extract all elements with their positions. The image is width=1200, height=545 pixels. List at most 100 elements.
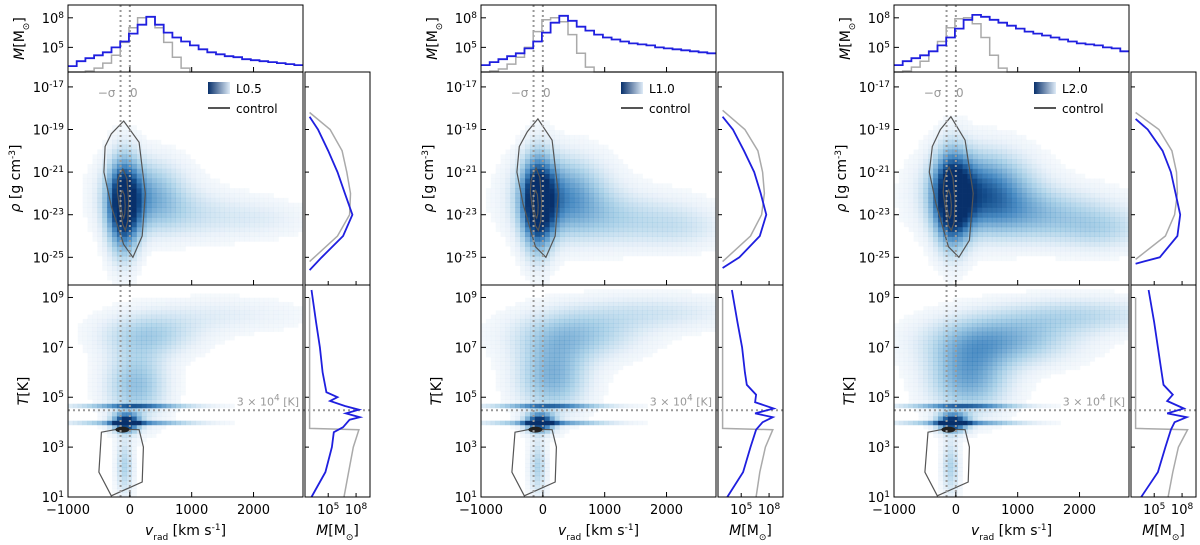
heat-cell: [209, 207, 216, 213]
heat-cell: [637, 340, 643, 345]
heat-cell: [116, 374, 123, 379]
heat-cell: [249, 314, 255, 320]
heat-cell: [574, 251, 580, 257]
heat-cell: [200, 335, 206, 341]
heat-cell: [962, 115, 968, 121]
heat-cell: [652, 306, 658, 311]
heat-cell: [1001, 207, 1007, 213]
heat-cell: [1026, 222, 1032, 228]
heat-cell: [987, 207, 993, 213]
heat-cell: [711, 310, 716, 315]
heat-cell: [1026, 159, 1032, 165]
heat-cell: [107, 202, 113, 208]
heat-cell: [549, 270, 555, 276]
heat-cell: [1045, 188, 1051, 194]
heat-cell: [534, 378, 541, 383]
y-tick-label-temperature: 101: [455, 490, 477, 506]
heat-cell: [642, 289, 648, 294]
heat-cell: [1026, 168, 1032, 174]
heat-cell: [249, 301, 255, 307]
heat-cell: [598, 352, 604, 358]
heat-cell: [209, 188, 216, 194]
heat-cell: [942, 236, 949, 242]
heat-cell: [903, 207, 909, 213]
heat-cell: [977, 246, 983, 252]
heat-cell: [534, 301, 541, 307]
heat-cell: [559, 293, 565, 299]
heat-cell: [544, 488, 550, 494]
heat-cell: [578, 154, 585, 160]
heat-cell: [82, 202, 88, 208]
heat-cell: [1016, 212, 1022, 218]
heat-cell: [632, 183, 638, 189]
heat-cell: [991, 212, 998, 218]
heat-cell: [116, 168, 123, 174]
heat-cell: [1011, 130, 1017, 136]
y-axis-label-temperature: T[K]: [429, 377, 445, 406]
heat-cell: [278, 207, 284, 213]
heat-cell: [97, 399, 103, 405]
heat-cell: [1050, 222, 1056, 228]
heat-cell: [500, 207, 506, 213]
heat-cell: [632, 340, 638, 345]
heat-cell: [652, 222, 658, 228]
heat-cell: [706, 241, 712, 247]
heat-cell: [972, 217, 978, 223]
heat-cell: [544, 412, 550, 417]
heat-cell: [686, 310, 692, 315]
heat-cell: [180, 327, 186, 332]
heat-cell: [627, 241, 634, 247]
heat-cell: [578, 301, 585, 307]
heat-cell: [578, 297, 585, 303]
heat-cell: [107, 335, 113, 341]
heat-cell: [97, 340, 103, 345]
heat-cell: [107, 154, 113, 160]
heat-cell: [608, 318, 614, 324]
heat-cell: [657, 236, 663, 242]
heat-cell: [121, 475, 128, 481]
heat-cell: [962, 241, 968, 247]
heat-cell: [622, 183, 629, 189]
heat-cell: [229, 217, 235, 223]
heat-cell: [947, 275, 954, 281]
heat-cell: [544, 293, 550, 299]
heat-cell: [583, 149, 590, 155]
heat-cell: [711, 226, 716, 233]
temperature-frame: [480, 284, 717, 498]
heat-cell: [544, 352, 550, 358]
heat-cell: [701, 193, 707, 199]
heat-cell: [229, 197, 235, 204]
heat-cell: [652, 226, 658, 233]
heat-cell: [234, 193, 240, 199]
heat-cell: [121, 231, 128, 237]
heat-cell: [549, 265, 555, 271]
heat-cell: [667, 335, 673, 341]
heat-cell: [200, 327, 206, 332]
heat-cell: [102, 202, 108, 208]
heat-cell: [918, 139, 924, 145]
heat-cell: [490, 327, 496, 332]
heat-cell: [92, 217, 98, 223]
heat-cell: [691, 207, 697, 213]
heat-cell: [273, 217, 279, 223]
heat-cell: [991, 255, 998, 262]
heat-cell: [209, 212, 216, 218]
heat-cell: [632, 344, 638, 349]
heat-cell: [608, 374, 614, 379]
heat-cell: [593, 188, 599, 194]
heat-cell: [525, 458, 531, 464]
heat-cell: [578, 168, 585, 174]
heat-cell: [559, 310, 565, 315]
heat-cell: [116, 163, 123, 170]
heat-cell: [141, 348, 147, 354]
heat-cell: [190, 231, 196, 237]
x-tick-label: 1000: [175, 503, 208, 518]
heat-cell: [671, 251, 678, 257]
heat-cell: [107, 163, 113, 170]
heat-cell: [1040, 202, 1047, 208]
heat-cell: [928, 231, 934, 237]
heat-cell: [214, 403, 221, 409]
heat-cell: [1055, 236, 1061, 242]
heat-cell: [588, 159, 594, 165]
heat-cell: [539, 335, 545, 341]
